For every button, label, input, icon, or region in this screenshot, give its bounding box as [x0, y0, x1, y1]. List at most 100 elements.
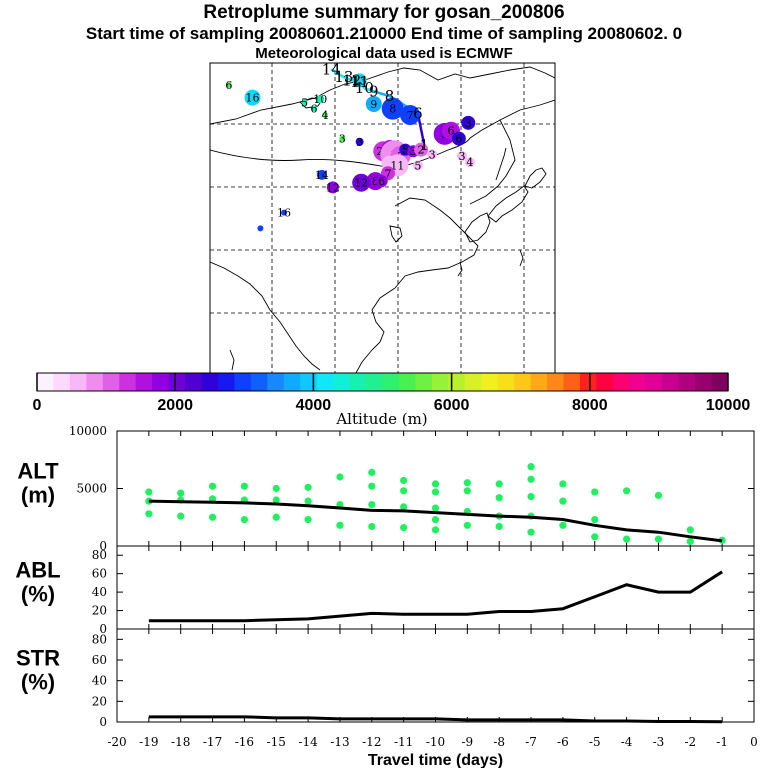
plume-point-label: 5 — [301, 96, 308, 109]
colorbar-cell — [366, 373, 383, 391]
x-tick-label: -10 — [426, 735, 445, 749]
altitude-point — [559, 480, 567, 488]
plume-point: 5 — [412, 159, 423, 172]
plume-point: 14 — [315, 169, 329, 182]
altitude-point — [368, 501, 376, 509]
panel-frame — [116, 545, 755, 630]
plume-circle — [352, 173, 371, 192]
altitude-point — [272, 496, 280, 504]
y-tick-label: 10000 — [69, 424, 107, 438]
altitude-point — [368, 522, 376, 531]
plume-point-label: 3 — [339, 133, 346, 146]
plume-point-label: 3 — [410, 145, 417, 158]
x-tick-label: -11 — [394, 735, 413, 749]
colorbar-cell — [629, 373, 647, 391]
colorbar-cell — [69, 373, 87, 391]
plume-circle — [381, 97, 404, 120]
y-tick-label: 20 — [92, 604, 107, 618]
plume-circle — [225, 82, 232, 89]
altitude-point — [591, 515, 599, 524]
plume-point-label: 12 — [354, 177, 368, 190]
plume-circle — [316, 169, 327, 180]
track-day-label: 10 — [355, 79, 374, 97]
colorbar-cell — [662, 373, 680, 391]
plume-point-label: 5 — [402, 144, 409, 157]
colorbar-cell — [596, 373, 614, 391]
altitude-point — [527, 463, 535, 471]
x-tick-label: -19 — [139, 735, 158, 749]
plume-circle — [310, 105, 317, 112]
map-frame — [209, 62, 556, 374]
coastlines — [210, 66, 555, 373]
altitude-point — [495, 480, 503, 488]
colorbar-cell — [563, 373, 581, 391]
colorbar-cell — [678, 373, 696, 391]
altitude-point — [400, 476, 408, 485]
colorbar-cell — [119, 373, 137, 391]
altitude-point — [368, 468, 376, 476]
colorbar-cell — [86, 373, 104, 391]
colorbar-cell — [333, 373, 350, 391]
colorbar-cell — [300, 373, 318, 391]
altitude-point — [463, 487, 471, 495]
x-tick-label: 0 — [750, 735, 758, 749]
track-day-label: 6 — [413, 104, 423, 122]
sampling-times: Start time of sampling 20080601.210000 E… — [85, 24, 683, 43]
y-tick-label: 20 — [92, 694, 107, 708]
altitude-point — [177, 512, 185, 520]
plume-point: 3 — [457, 150, 467, 163]
plume-point-label: 9 — [370, 98, 377, 111]
plume-point: 8 — [381, 97, 404, 120]
plume-circle — [244, 89, 261, 106]
plume-circle — [427, 149, 438, 160]
plume-point: 6 — [225, 79, 232, 92]
x-tick-label: -7 — [525, 735, 537, 749]
altitude-point — [431, 515, 440, 524]
series-line-abl — [148, 570, 723, 623]
plume-point: 7 — [400, 104, 421, 125]
plume-point-label: 6 — [447, 125, 454, 138]
y-tick-label: 5000 — [76, 482, 107, 496]
plume-point-label: 8 — [389, 103, 396, 116]
altitude-point — [431, 488, 440, 496]
plume-point: 5 — [301, 96, 308, 109]
plume-circle — [326, 181, 339, 194]
plume-point: 4 — [321, 109, 328, 122]
plume-point: 10 — [313, 93, 327, 106]
plume-points: 1361651098764563633234235323341115147861… — [225, 73, 476, 232]
series-line-alt — [148, 499, 723, 543]
plot-title: Retroplume summary for gosan_200806 — [203, 2, 565, 23]
plume-point-label: 11 — [390, 159, 404, 172]
plume-circle — [301, 99, 308, 106]
plume-circle — [321, 111, 328, 118]
plume-point-label: 13 — [353, 74, 367, 87]
plume-circle — [281, 209, 288, 216]
colorbar-tick-label: 4000 — [296, 397, 332, 414]
altitude-point — [240, 515, 248, 524]
plume-point: 16 — [244, 89, 261, 106]
altitude-point — [400, 487, 408, 495]
plume-point: 12 — [352, 173, 371, 192]
colorbar-cell — [514, 373, 531, 391]
colorbar-cell — [250, 373, 268, 391]
altitude-point — [177, 489, 185, 497]
track-day-label: 14 — [322, 60, 341, 78]
track-day-label: 12 — [342, 71, 361, 89]
altitude-point — [240, 482, 248, 490]
y-axis-label: (%) — [21, 582, 55, 607]
colorbar-cell — [612, 373, 630, 391]
colorbar-cell — [53, 373, 71, 391]
plume-point-label: 3 — [429, 148, 436, 161]
y-axis-label: (%) — [21, 670, 55, 695]
plume-point: 6 — [375, 175, 388, 188]
x-tick-label: -16 — [235, 735, 254, 749]
y-tick-label: 0 — [99, 622, 107, 636]
colorbar-cell — [201, 373, 219, 391]
altitude-point — [495, 494, 503, 502]
x-tick-label: -14 — [298, 735, 318, 749]
colorbar-tick-label: 2000 — [157, 397, 193, 414]
x-tick-label: -8 — [493, 735, 505, 749]
plume-point-label: 3 — [356, 136, 363, 149]
x-tick-label: -6 — [557, 735, 569, 749]
